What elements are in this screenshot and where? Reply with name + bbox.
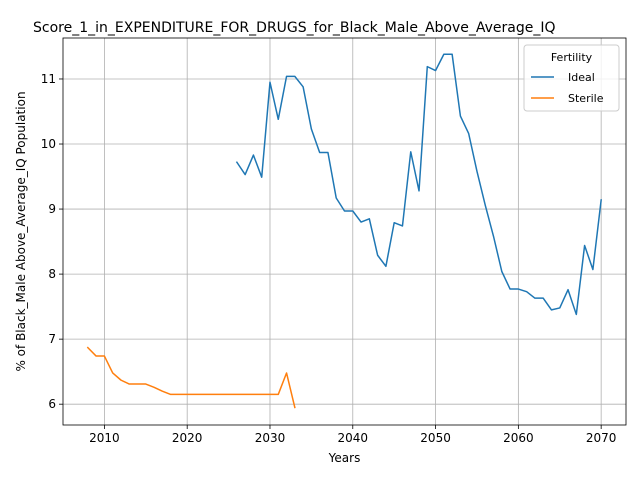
y-axis-label: % of Black_Male Above_Average_IQ Populat… — [14, 91, 28, 371]
y-tick-label: 9 — [48, 202, 56, 216]
x-axis-label: Years — [328, 451, 361, 465]
x-tick-label: 2020 — [172, 431, 203, 445]
y-tick-label: 11 — [41, 72, 56, 86]
x-tick-label: 2070 — [586, 431, 617, 445]
legend-title: Fertility — [551, 51, 593, 64]
x-tick-label: 2010 — [89, 431, 120, 445]
series-line-sterile — [86, 346, 296, 409]
y-tick-label: 6 — [48, 397, 56, 411]
y-tick-label: 7 — [48, 332, 56, 346]
legend: Fertility Ideal Sterile — [523, 44, 620, 112]
x-tick-label: 2060 — [503, 431, 534, 445]
legend-box — [523, 44, 620, 112]
plot-area-frame — [62, 37, 627, 426]
x-tick-label: 2040 — [338, 431, 369, 445]
y-tick-label: 8 — [48, 267, 56, 281]
x-axis: 2010 2020 2030 2040 2050 2060 2070 — [89, 425, 616, 445]
chart-title: Score_1_in_EXPENDITURE_FOR_DRUGS_for_Bla… — [33, 20, 556, 36]
series-group — [86, 53, 602, 409]
y-tick-label: 10 — [41, 137, 56, 151]
legend-label-ideal: Ideal — [568, 71, 595, 84]
x-tick-label: 2030 — [255, 431, 286, 445]
y-axis: 6 7 8 9 10 11 — [41, 72, 63, 411]
x-tick-label: 2050 — [420, 431, 451, 445]
series-line-ideal — [235, 53, 602, 316]
legend-label-sterile: Sterile — [568, 92, 604, 105]
